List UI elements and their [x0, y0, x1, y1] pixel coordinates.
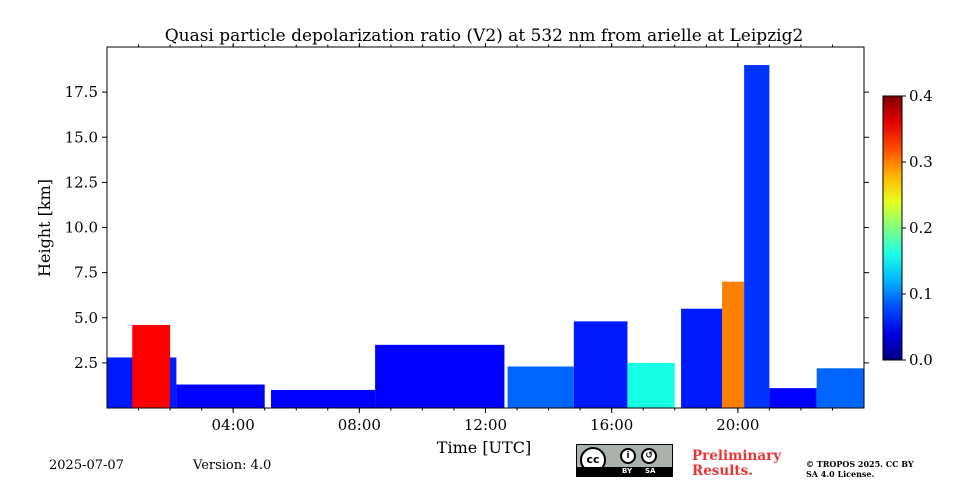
data-layer-9 [722, 281, 745, 408]
x-tick-label: 16:00 [590, 416, 633, 434]
cc-license-badge: cc i ↺ BY SA [576, 444, 673, 477]
y-tick-label: 17.5 [65, 83, 98, 101]
attribution-icon: i [620, 448, 636, 464]
y-tick-label: 15.0 [65, 128, 98, 146]
x-axis-label: Time [UTC] [437, 438, 531, 457]
data-layer-10 [744, 65, 770, 409]
y-tick-label: 7.5 [74, 264, 98, 282]
y-tick-label: 5.0 [74, 309, 98, 327]
colorbar-tick-label: 0.1 [909, 285, 933, 303]
data-layer-1 [132, 324, 171, 408]
colorbar-tick-label: 0.4 [909, 87, 933, 105]
x-tick-label: 04:00 [212, 416, 255, 434]
data-layer-12 [816, 368, 864, 408]
x-tick-label: 08:00 [338, 416, 381, 434]
y-ticks: 2.5 5.0 7.5 10.0 12.5 15.0 17.5 [65, 83, 869, 372]
plot-area [106, 46, 865, 409]
data-layer-2 [176, 384, 265, 408]
version-label: Version: 4.0 [193, 458, 272, 473]
sa-label: SA [645, 467, 656, 475]
data-layer-4 [375, 344, 505, 408]
data-layer-6 [573, 321, 628, 408]
colorbar-tick-label: 0.0 [909, 351, 933, 369]
data-layer-7 [627, 362, 675, 408]
y-tick-label: 12.5 [65, 173, 98, 191]
x-tick-label: 20:00 [716, 416, 759, 434]
chart-title: Quasi particle depolarization ratio (V2)… [165, 26, 804, 46]
colorbar: 0.0 0.1 0.2 0.3 0.4 [882, 87, 933, 369]
y-tick-label: 2.5 [74, 354, 98, 372]
colorbar-tick-label: 0.3 [909, 153, 933, 171]
colorbar-scale [882, 95, 903, 361]
x-tick-label: 12:00 [464, 416, 507, 434]
data-layer-11 [769, 388, 817, 408]
y-tick-label: 10.0 [65, 219, 98, 237]
colorbar-tick-label: 0.2 [909, 219, 933, 237]
share-alike-icon: ↺ [641, 448, 657, 464]
data-layer-3 [271, 389, 376, 408]
x-ticks: 04:00 08:00 12:00 16:00 20:00 [138, 43, 833, 434]
y-axis-label: Height [km] [35, 179, 54, 277]
data-layer-5 [507, 366, 574, 408]
preliminary-results-label: Preliminary Results. [692, 448, 782, 479]
date-label: 2025-07-07 [49, 458, 124, 473]
by-label: BY [622, 467, 633, 475]
copyright-label: © TROPOS 2025. CC BY SA 4.0 License. [806, 459, 914, 479]
